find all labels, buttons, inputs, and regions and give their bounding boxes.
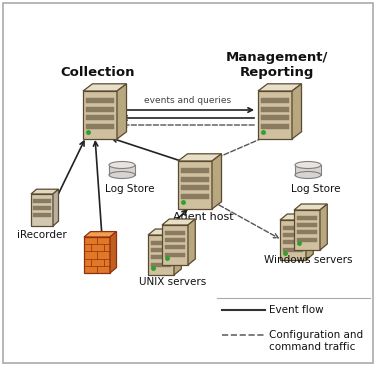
Polygon shape <box>151 241 171 245</box>
Polygon shape <box>258 91 292 139</box>
Polygon shape <box>283 226 303 230</box>
Text: Agent host: Agent host <box>173 212 233 222</box>
Text: Log Store: Log Store <box>105 184 155 194</box>
Text: Collection: Collection <box>61 66 135 79</box>
Polygon shape <box>53 189 59 226</box>
Polygon shape <box>292 84 302 139</box>
Polygon shape <box>162 219 195 225</box>
Ellipse shape <box>295 161 321 168</box>
Polygon shape <box>280 220 306 260</box>
Polygon shape <box>178 161 212 209</box>
Polygon shape <box>283 248 303 251</box>
Polygon shape <box>33 213 51 217</box>
Polygon shape <box>297 238 317 242</box>
Polygon shape <box>295 165 321 175</box>
Polygon shape <box>294 210 320 250</box>
Polygon shape <box>181 186 209 190</box>
Polygon shape <box>258 84 302 91</box>
Polygon shape <box>306 214 313 260</box>
Polygon shape <box>261 124 289 129</box>
Polygon shape <box>178 154 221 161</box>
Text: Windows servers: Windows servers <box>264 255 352 265</box>
Polygon shape <box>86 107 114 112</box>
Polygon shape <box>261 98 289 103</box>
Polygon shape <box>165 245 185 249</box>
Polygon shape <box>283 240 303 244</box>
Polygon shape <box>162 225 188 265</box>
Polygon shape <box>297 231 317 234</box>
Text: Log Store: Log Store <box>291 184 341 194</box>
Polygon shape <box>151 255 171 259</box>
Polygon shape <box>86 124 114 129</box>
Polygon shape <box>294 204 327 210</box>
Polygon shape <box>31 194 53 226</box>
Polygon shape <box>110 232 117 273</box>
Polygon shape <box>151 248 171 252</box>
Polygon shape <box>165 238 185 242</box>
Polygon shape <box>320 204 327 250</box>
Ellipse shape <box>109 172 135 179</box>
Polygon shape <box>33 206 51 210</box>
Polygon shape <box>86 98 114 103</box>
Polygon shape <box>33 199 51 203</box>
Polygon shape <box>83 91 117 139</box>
Polygon shape <box>188 219 195 265</box>
Text: Configuration and
command traffic: Configuration and command traffic <box>269 330 363 352</box>
Polygon shape <box>174 229 181 275</box>
Text: Event flow: Event flow <box>269 305 324 315</box>
Polygon shape <box>297 223 317 227</box>
Polygon shape <box>84 232 117 237</box>
Polygon shape <box>148 235 174 275</box>
Polygon shape <box>261 107 289 112</box>
Text: iRecorder: iRecorder <box>17 230 67 240</box>
Text: UNIX servers: UNIX servers <box>139 277 207 287</box>
Polygon shape <box>117 84 126 139</box>
Polygon shape <box>165 253 185 257</box>
Polygon shape <box>181 168 209 173</box>
Polygon shape <box>148 229 181 235</box>
Polygon shape <box>86 116 114 120</box>
Polygon shape <box>280 214 313 220</box>
Polygon shape <box>84 237 110 273</box>
Polygon shape <box>151 262 171 266</box>
FancyBboxPatch shape <box>3 3 373 363</box>
Text: events and queries: events and queries <box>144 96 231 105</box>
Polygon shape <box>212 154 221 209</box>
Text: Management/
Reporting: Management/ Reporting <box>226 51 328 79</box>
Polygon shape <box>261 116 289 120</box>
Ellipse shape <box>109 161 135 168</box>
Polygon shape <box>297 216 317 220</box>
Polygon shape <box>83 84 126 91</box>
Polygon shape <box>181 177 209 182</box>
Polygon shape <box>181 194 209 199</box>
Polygon shape <box>31 189 59 194</box>
Polygon shape <box>109 165 135 175</box>
Polygon shape <box>283 233 303 237</box>
Polygon shape <box>165 231 185 235</box>
Ellipse shape <box>295 172 321 179</box>
